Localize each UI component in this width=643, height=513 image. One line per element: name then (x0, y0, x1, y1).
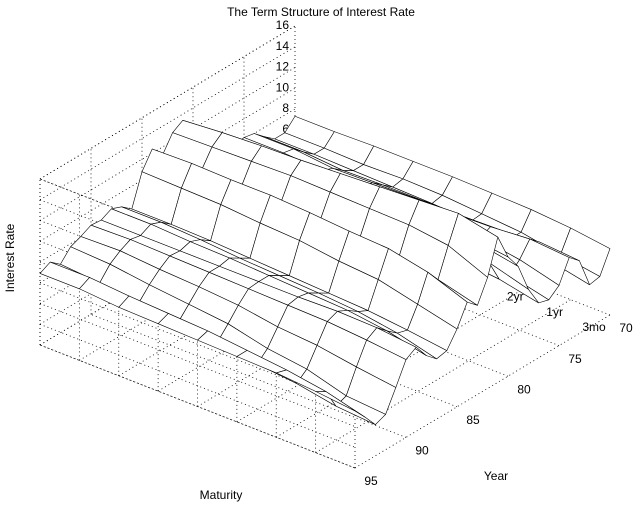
z-grid-line (39, 199, 356, 324)
x-grid-line (90, 314, 407, 438)
y-tick-label: 1yr (546, 305, 563, 319)
x-tick-label: 85 (466, 413, 480, 427)
y-grid-line (315, 299, 571, 453)
x-tick-label: 75 (568, 352, 582, 366)
y-axis-label: Maturity (200, 488, 243, 502)
z-tick-label: 8 (282, 101, 289, 115)
x-tick-label: 90 (415, 444, 429, 458)
z-tick-label: 16 (276, 18, 290, 32)
surface-patch (315, 391, 366, 418)
x-grid-line (294, 191, 611, 316)
x-grid-line (243, 222, 560, 346)
x-grid-line (39, 344, 356, 469)
y-tick-label: 3mo (582, 320, 606, 334)
x-tick-label: 80 (517, 382, 531, 396)
x-grid-line (192, 252, 509, 377)
z-tick-label: 14 (276, 39, 290, 53)
z-tick-label: 6 (282, 122, 289, 136)
z-grid-line (39, 323, 356, 448)
x-tick-label: 95 (364, 474, 378, 488)
z-grid-line (39, 282, 356, 407)
x-grid-line (141, 283, 458, 408)
z-grid-line (39, 303, 356, 427)
z-tick-label: 10 (276, 80, 290, 94)
z-axis-label: Interest Rate (3, 223, 17, 292)
x-tick-label: 70 (619, 321, 633, 335)
y-grid-line (354, 314, 611, 469)
z-grid-line (39, 344, 356, 469)
box-edge (39, 25, 296, 180)
chart-title: The Term Structure of Interest Rate (227, 5, 415, 19)
z-grid-line (39, 178, 356, 303)
x-axis-label: Year (484, 469, 508, 483)
y-tick-label: 2yr (507, 289, 524, 303)
z-grid-line (39, 46, 296, 201)
z-tick-label: 12 (276, 60, 290, 74)
